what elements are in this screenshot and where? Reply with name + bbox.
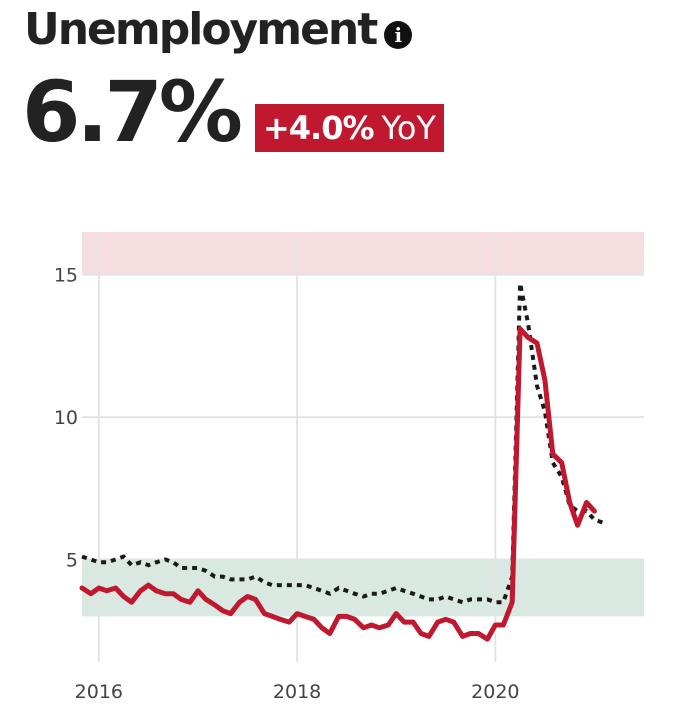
yoy-change-value: +4.0% [262,109,375,147]
y-tick-label: 15 [54,265,78,287]
current-value: 6.7% [22,63,243,161]
header-title-row: Unemployment i [24,4,413,55]
yoy-change-unit: YoY [381,109,436,147]
y-tick-label: 10 [54,407,78,429]
y-tick-label: 5 [66,549,78,571]
yoy-change-badge: +4.0% YoY [254,104,444,152]
low-range-band [82,559,644,617]
info-icon[interactable]: i [384,20,413,49]
x-tick-label: 2016 [75,681,123,703]
headline-value-row: 6.7% +4.0% YoY [22,70,444,154]
x-tick-label: 2020 [471,681,519,703]
x-tick-label: 2018 [273,681,321,703]
unemployment-rate-line [79,326,597,642]
high-range-band [82,232,644,275]
page-title: Unemployment [24,4,378,55]
